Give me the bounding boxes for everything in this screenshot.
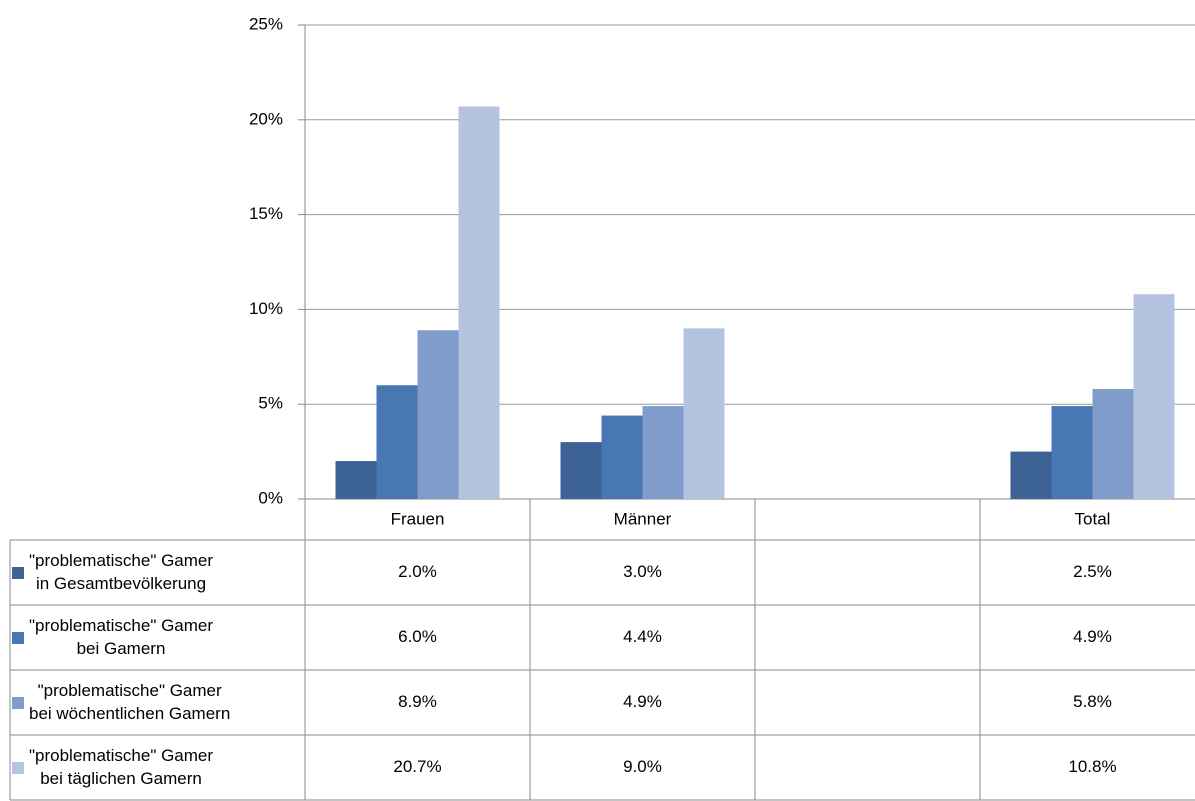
bar bbox=[1133, 294, 1175, 499]
data-table-value: 4.9% bbox=[1073, 627, 1112, 646]
y-tick-label: 0% bbox=[258, 488, 283, 507]
data-table-value: 4.9% bbox=[623, 692, 662, 711]
legend-entry: "problematische" Gamer bei Gamern bbox=[12, 605, 304, 670]
legend-swatch bbox=[12, 631, 24, 644]
legend-label: "problematische" Gamer bei wöchentlichen… bbox=[29, 680, 231, 723]
bar bbox=[458, 106, 500, 499]
bar bbox=[560, 442, 602, 499]
legend-swatch bbox=[12, 566, 24, 579]
legend-entry: "problematische" Gamer bei täglichen Gam… bbox=[12, 735, 304, 800]
legend-label: "problematische" Gamer bei täglichen Gam… bbox=[29, 745, 214, 788]
data-table-value: 9.0% bbox=[623, 757, 662, 776]
bar bbox=[1092, 389, 1134, 499]
x-tick-label: Männer bbox=[614, 509, 672, 528]
data-table-value: 3.0% bbox=[623, 562, 662, 581]
legend-entry: "problematische" Gamer in Gesamtbevölker… bbox=[12, 540, 304, 605]
y-tick-label: 5% bbox=[258, 394, 283, 413]
legend-label: "problematische" Gamer in Gesamtbevölker… bbox=[29, 550, 214, 593]
x-tick-label: Frauen bbox=[391, 509, 445, 528]
bar bbox=[642, 406, 684, 499]
data-table-value: 6.0% bbox=[398, 627, 437, 646]
data-table-value: 10.8% bbox=[1068, 757, 1116, 776]
data-table-value: 8.9% bbox=[398, 692, 437, 711]
legend-entry: "problematische" Gamer bei wöchentlichen… bbox=[12, 670, 304, 735]
y-tick-label: 25% bbox=[249, 14, 283, 33]
legend-swatch bbox=[12, 761, 24, 774]
y-tick-label: 20% bbox=[249, 109, 283, 128]
x-tick-label: Total bbox=[1075, 509, 1111, 528]
data-table-value: 2.0% bbox=[398, 562, 437, 581]
y-tick-label: 10% bbox=[249, 299, 283, 318]
bar bbox=[335, 461, 377, 499]
data-table-value: 20.7% bbox=[393, 757, 441, 776]
bar bbox=[1051, 406, 1093, 499]
legend-label: "problematische" Gamer bei Gamern bbox=[29, 615, 214, 658]
y-tick-label: 15% bbox=[249, 204, 283, 223]
data-table-value: 4.4% bbox=[623, 627, 662, 646]
data-table-value: 5.8% bbox=[1073, 692, 1112, 711]
data-table-value: 2.5% bbox=[1073, 562, 1112, 581]
legend-swatch bbox=[12, 696, 24, 709]
bar bbox=[1010, 451, 1052, 499]
bar bbox=[601, 415, 643, 499]
bar bbox=[417, 330, 459, 499]
bar bbox=[376, 385, 418, 499]
bar bbox=[683, 328, 725, 499]
